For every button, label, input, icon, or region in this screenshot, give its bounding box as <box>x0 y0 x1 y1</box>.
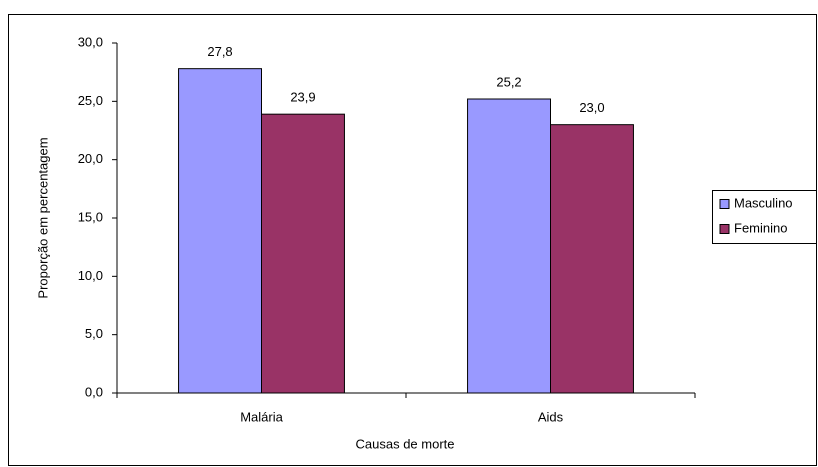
bar <box>178 68 263 394</box>
data-label: 25,2 <box>496 74 521 89</box>
y-tick-label: 20,0 <box>78 151 103 166</box>
x-tick-label: Aids <box>538 409 564 424</box>
y-tick-label: 25,0 <box>78 93 103 108</box>
legend-swatch <box>719 224 730 234</box>
legend-label: Masculino <box>734 195 793 210</box>
bar <box>467 98 552 394</box>
y-tick-label: 0,0 <box>85 384 103 399</box>
y-tick-label: 10,0 <box>78 268 103 283</box>
y-tick-label: 15,0 <box>78 209 103 224</box>
y-tick-label: 30,0 <box>78 34 103 49</box>
y-axis-title: Proporção em percentagem <box>35 137 50 298</box>
bar <box>261 113 345 394</box>
data-label: 23,9 <box>290 90 315 105</box>
data-label: 27,8 <box>207 44 232 59</box>
y-tick-label: 5,0 <box>85 326 103 341</box>
legend-swatch <box>719 199 730 209</box>
data-label: 23,0 <box>579 100 604 115</box>
chart-border <box>8 14 817 466</box>
legend-box <box>712 190 817 244</box>
bar <box>550 124 634 394</box>
legend-label: Feminino <box>734 220 787 235</box>
x-tick-label: Malária <box>240 409 283 424</box>
x-axis-title: Causas de morte <box>356 436 455 451</box>
